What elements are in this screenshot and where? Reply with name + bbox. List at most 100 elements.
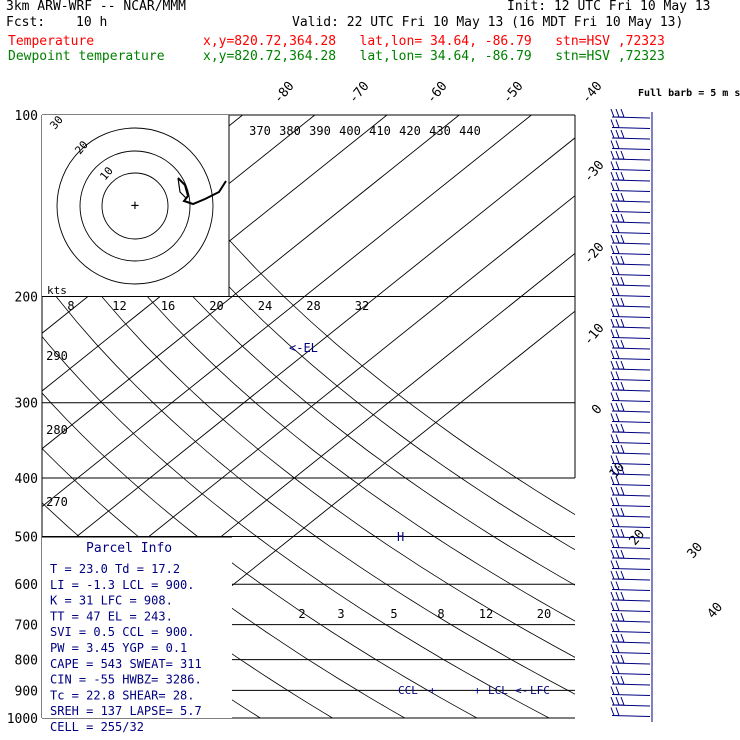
forecast-hours: 10 h bbox=[76, 15, 108, 30]
lfc-marker: LFC bbox=[530, 684, 550, 697]
parcel-info-row: SVI = 0.5 CCL = 900. bbox=[50, 625, 195, 639]
theta-label: 370 bbox=[249, 124, 271, 138]
hodograph-units-label: kts bbox=[47, 284, 67, 297]
theta-label: 270 bbox=[46, 495, 68, 509]
wind-barb bbox=[610, 560, 651, 570]
wind-barb bbox=[610, 413, 651, 423]
isotherm-label: -50 bbox=[500, 79, 527, 107]
isotherm-label: -40 bbox=[579, 79, 606, 107]
wind-barb bbox=[610, 665, 651, 675]
ccl-plus: + bbox=[429, 684, 436, 697]
wind-barb bbox=[610, 465, 651, 476]
speed-label: 8 bbox=[67, 299, 74, 313]
pressure-label: 1000 bbox=[7, 712, 38, 727]
parcel-info-row: PW = 3.45 YGP = 0.1 bbox=[50, 641, 187, 655]
mixing-ratio-label: 2 bbox=[298, 607, 305, 621]
wind-barb bbox=[610, 675, 651, 686]
pressure-label: 200 bbox=[15, 291, 38, 306]
isotherm-line bbox=[42, 115, 532, 508]
dewpoint-legend-info: x,y=820.72,364.28 lat,lon= 34.64, -86.79… bbox=[203, 49, 665, 64]
wind-note: Full barb = 5 m s-1 bbox=[638, 88, 740, 99]
parcel-info-row: Tc = 22.8 SHEAR= 28. bbox=[50, 688, 195, 702]
valid-time: Valid: 22 UTC Fri 10 May 13 (16 MDT Fri … bbox=[292, 15, 684, 30]
init-time: Init: 12 UTC Fri 10 May 13 bbox=[507, 0, 711, 14]
wind-barb bbox=[610, 371, 651, 381]
parcel-info-row: T = 23.0 Td = 17.2 bbox=[50, 562, 180, 576]
speed-label: 24 bbox=[258, 299, 272, 313]
hodograph-ring bbox=[79, 150, 191, 262]
theta-label: 290 bbox=[46, 349, 68, 363]
mixing-ratio-label: 20 bbox=[537, 607, 551, 621]
wind-barb bbox=[610, 654, 651, 665]
theta-label: 430 bbox=[429, 124, 451, 138]
wind-barb bbox=[610, 276, 651, 287]
theta-label: 400 bbox=[339, 124, 361, 138]
temperature-legend-name: Temperature bbox=[8, 34, 95, 49]
mixing-ratio-label: 3 bbox=[337, 607, 344, 621]
isotherm-line bbox=[42, 115, 388, 392]
wind-barb bbox=[610, 213, 651, 224]
wind-barb bbox=[610, 234, 651, 245]
wind-barb bbox=[610, 297, 651, 308]
h-marker: H bbox=[397, 530, 404, 544]
parcel-info-row: CAPE = 543 SWEAT= 311 bbox=[50, 657, 202, 671]
dry-adiabat-line bbox=[42, 215, 575, 658]
wind-barb bbox=[610, 518, 651, 528]
wind-barb bbox=[610, 507, 651, 518]
wind-barb bbox=[610, 497, 651, 507]
parcel-info-row: CIN = -55 HWBZ= 3286. bbox=[50, 673, 202, 687]
mixing-ratio-label: 5 bbox=[390, 607, 397, 621]
wind-barb bbox=[610, 570, 651, 581]
theta-label: 420 bbox=[399, 124, 421, 138]
theta-label: 440 bbox=[459, 124, 481, 138]
wind-barb bbox=[610, 339, 651, 350]
isotherm-label: -80 bbox=[271, 79, 298, 107]
arrow-marker: <- bbox=[515, 684, 528, 697]
parcel-info-panel bbox=[42, 537, 232, 718]
hodograph-trace-start bbox=[177, 177, 187, 199]
el-marker: <-EL bbox=[289, 341, 318, 355]
wind-barb bbox=[610, 581, 651, 591]
wind-barb bbox=[610, 539, 651, 549]
hodograph-ring bbox=[101, 172, 169, 240]
pressure-label: 300 bbox=[15, 397, 38, 412]
parcel-info-title: Parcel Info bbox=[86, 541, 172, 556]
lcl-plus: + bbox=[474, 684, 481, 697]
speed-label: 28 bbox=[306, 299, 320, 313]
wind-barb bbox=[610, 308, 651, 318]
dry-adiabat-line bbox=[42, 335, 550, 718]
speed-label: 32 bbox=[355, 299, 369, 313]
isotherm-label: -60 bbox=[424, 79, 451, 107]
hodograph-trace bbox=[177, 177, 227, 206]
isotherm-line bbox=[42, 115, 460, 450]
wind-barb bbox=[610, 591, 651, 602]
speed-label: 20 bbox=[209, 299, 223, 313]
wind-barb bbox=[610, 360, 651, 371]
wind-barb bbox=[610, 434, 651, 444]
wind-barb bbox=[610, 623, 651, 633]
hodograph-ring bbox=[56, 127, 214, 285]
lcl-marker: LCL bbox=[488, 684, 508, 697]
speed-label: 12 bbox=[112, 299, 126, 313]
wind-barb bbox=[610, 476, 651, 486]
wind-barb bbox=[610, 423, 651, 434]
wind-barb bbox=[610, 392, 651, 402]
isotherm-label: -10 bbox=[581, 321, 608, 349]
wind-barb bbox=[610, 129, 651, 140]
isotherm-line bbox=[42, 137, 575, 565]
wind-barb bbox=[610, 350, 651, 360]
wind-barb bbox=[610, 171, 651, 182]
wind-barb bbox=[610, 266, 651, 276]
pressure-label: 600 bbox=[15, 578, 38, 593]
ccl-marker: CCL bbox=[398, 684, 418, 697]
pressure-label: 800 bbox=[15, 654, 38, 669]
wind-barb bbox=[610, 108, 651, 119]
wind-barb bbox=[610, 602, 651, 612]
mixing-ratio-label: 12 bbox=[479, 607, 493, 621]
theta-label: 390 bbox=[309, 124, 331, 138]
wind-barb bbox=[610, 455, 651, 465]
wind-barb bbox=[610, 182, 651, 192]
speed-label: 16 bbox=[161, 299, 175, 313]
wind-barb bbox=[610, 444, 651, 455]
